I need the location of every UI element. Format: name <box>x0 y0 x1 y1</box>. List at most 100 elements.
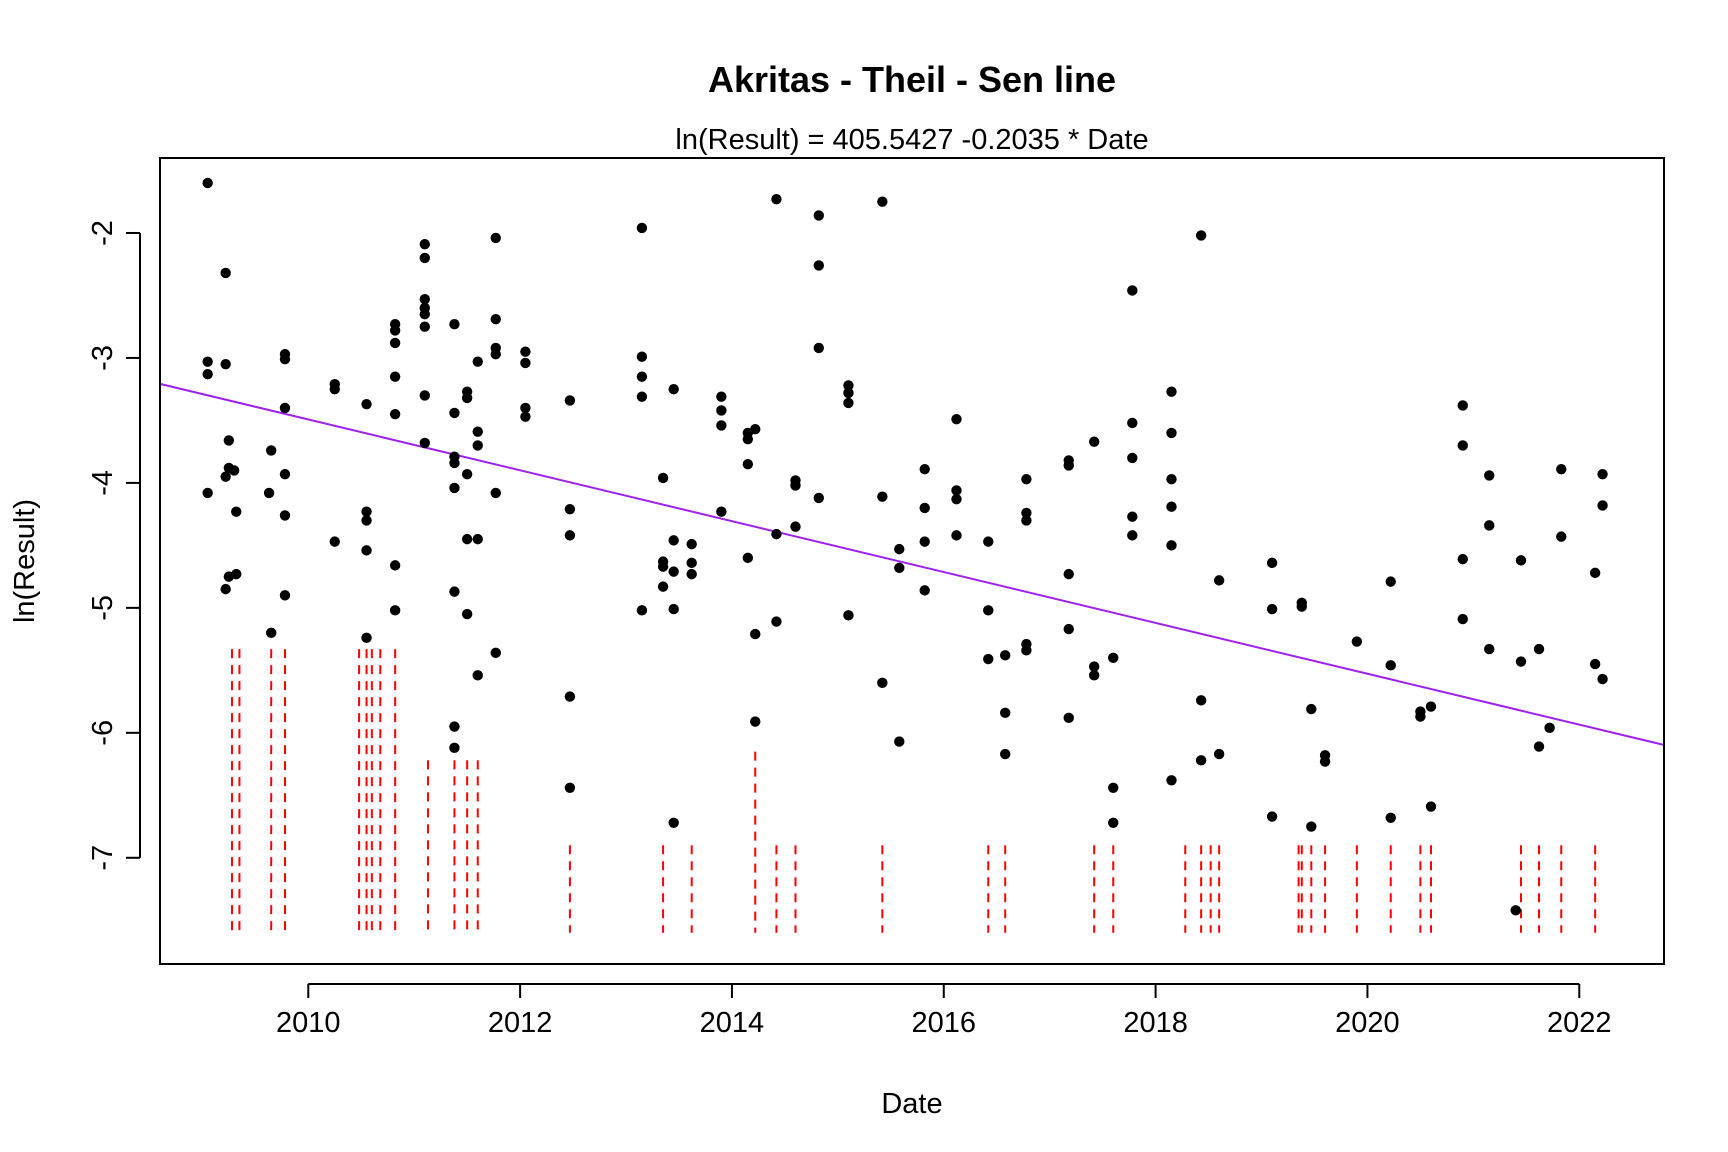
data-point <box>202 356 213 367</box>
data-point <box>1556 463 1567 475</box>
data-point <box>1589 658 1601 670</box>
data-point <box>223 435 235 446</box>
data-point <box>266 627 277 639</box>
y-tick-label: -3 <box>87 345 119 371</box>
data-point <box>686 538 697 550</box>
data-point <box>361 398 372 410</box>
data-point <box>279 590 291 601</box>
data-point <box>279 468 291 480</box>
data-point <box>361 515 372 526</box>
data-point <box>1088 436 1100 447</box>
data-point <box>361 632 372 644</box>
data-point <box>279 353 291 365</box>
data-point <box>919 585 930 596</box>
data-point <box>449 721 460 732</box>
data-point <box>490 647 501 659</box>
data-point <box>564 395 576 406</box>
data-point <box>1306 703 1317 715</box>
data-point <box>461 608 473 620</box>
data-point <box>1319 756 1331 767</box>
data-point <box>231 568 242 580</box>
data-point <box>449 586 460 597</box>
data-point <box>1021 645 1032 656</box>
data-point <box>419 390 430 401</box>
data-point <box>1296 601 1307 612</box>
data-point <box>472 426 483 437</box>
data-point <box>716 506 727 517</box>
data-point <box>668 603 679 615</box>
data-point <box>389 325 401 336</box>
data-point <box>771 528 782 540</box>
data-point <box>1457 400 1468 411</box>
data-point <box>1063 460 1074 471</box>
censored-segments <box>231 649 1597 933</box>
data-point <box>919 502 930 514</box>
data-point <box>742 552 754 564</box>
data-point <box>1385 660 1396 671</box>
data-point <box>1127 417 1138 429</box>
data-point <box>716 420 727 431</box>
data-point <box>1021 473 1032 485</box>
x-tick-label: 2022 <box>1547 1007 1612 1039</box>
data-point <box>564 530 576 541</box>
data-point <box>1484 520 1495 531</box>
x-tick-label: 2020 <box>1335 1007 1400 1039</box>
x-tick-label: 2016 <box>912 1007 977 1039</box>
data-point <box>951 493 962 505</box>
data-point <box>877 677 888 689</box>
data-point <box>361 545 372 556</box>
data-point <box>1063 568 1074 580</box>
data-point <box>813 342 824 354</box>
data-point <box>668 535 679 546</box>
data-point <box>490 348 501 360</box>
data-point <box>1213 748 1225 760</box>
x-tick-label: 2010 <box>276 1007 341 1039</box>
data-point <box>472 356 483 367</box>
data-point <box>1166 775 1177 786</box>
data-point <box>1385 576 1396 587</box>
data-points <box>202 177 1608 916</box>
data-point <box>220 267 231 279</box>
data-point <box>1166 427 1177 439</box>
data-point <box>668 817 679 828</box>
y-tick-label: -4 <box>87 470 119 496</box>
x-axis-title: Date <box>881 1088 942 1120</box>
y-axis-title: ln(Result) <box>9 499 41 623</box>
data-point <box>1063 623 1074 635</box>
data-point <box>919 463 930 475</box>
data-point <box>657 581 669 592</box>
data-point <box>389 605 401 616</box>
chart-title: Akritas - Theil - Sen line <box>708 59 1116 100</box>
data-point <box>472 440 483 451</box>
data-point <box>228 465 240 476</box>
data-point <box>419 239 430 250</box>
data-point <box>813 492 824 504</box>
data-point <box>564 503 576 515</box>
data-point <box>520 402 531 414</box>
data-point <box>919 536 930 547</box>
data-point <box>1108 652 1119 664</box>
data-point <box>1515 656 1527 667</box>
data-point <box>657 472 669 484</box>
x-tick-label: 2018 <box>1123 1007 1188 1039</box>
data-point <box>771 194 782 205</box>
data-point <box>1266 603 1278 615</box>
data-point <box>742 458 754 470</box>
data-point <box>564 691 576 702</box>
y-axis: -2 -3 -4 -5 -6 -7 <box>87 220 141 871</box>
data-point <box>750 423 761 435</box>
data-point <box>329 383 340 395</box>
data-point <box>449 318 460 330</box>
data-point <box>1088 670 1100 681</box>
data-point <box>750 716 761 727</box>
data-point <box>449 407 460 419</box>
data-point <box>279 510 291 521</box>
data-point <box>361 506 372 517</box>
data-point <box>1166 501 1177 512</box>
data-point <box>668 566 679 577</box>
data-point <box>1597 468 1608 480</box>
data-point <box>279 402 291 414</box>
x-tick-label: 2014 <box>700 1007 765 1039</box>
data-point <box>636 222 648 234</box>
data-point <box>843 380 854 391</box>
